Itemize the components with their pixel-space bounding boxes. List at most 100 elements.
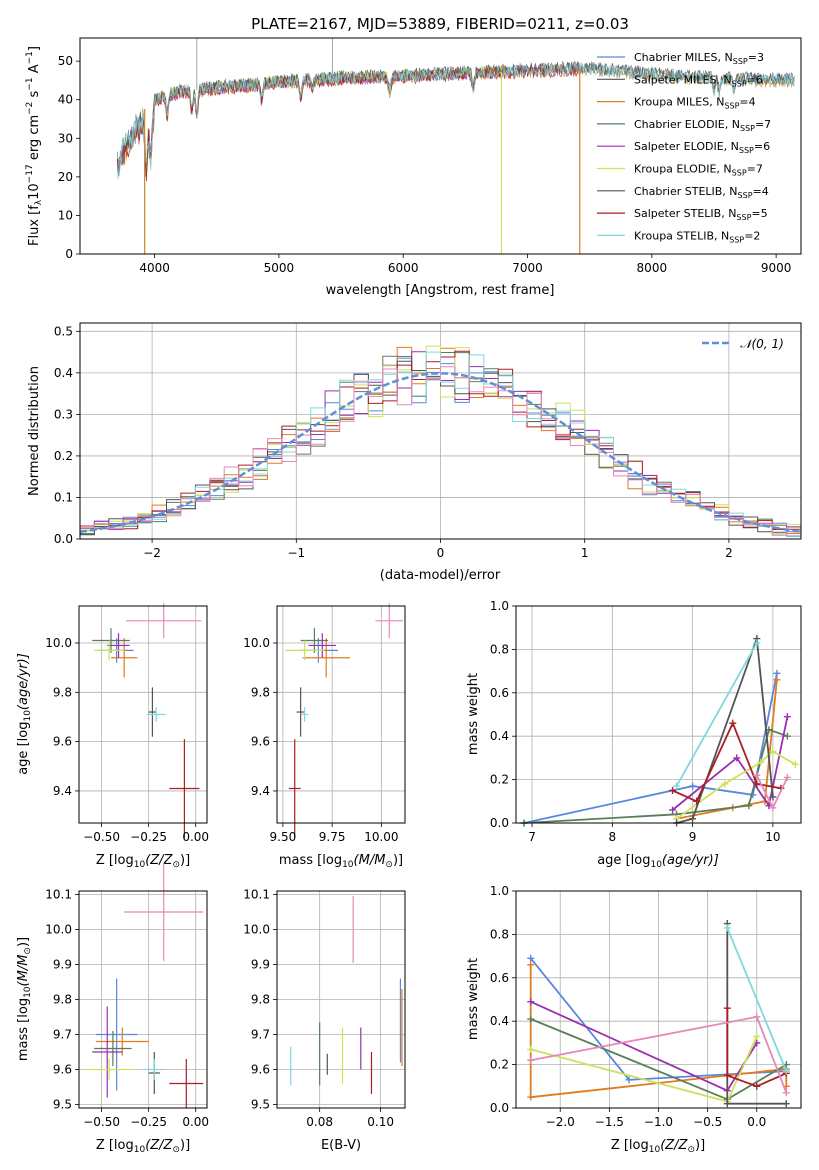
y-tick-label: 9.6: [53, 735, 72, 749]
weight-marker: [723, 1071, 731, 1079]
x-tick-label: 9.75: [319, 830, 346, 844]
x-tick-label: −1: [287, 546, 305, 560]
x-tick-label: 7000: [512, 261, 543, 275]
weight-marker: [527, 1093, 535, 1101]
weight-vs-age-xlabel: age [log10(age/yr)]: [597, 853, 719, 870]
weight-vs-age-axes: [515, 605, 802, 824]
weight-marker: [625, 1076, 633, 1084]
weight-marker: [721, 780, 729, 788]
y-tick-label: 9.8: [251, 685, 270, 699]
x-tick-label: −0.25: [130, 1115, 167, 1129]
x-tick-label: 9000: [761, 261, 792, 275]
x-tick-label: −1.0: [644, 1115, 673, 1129]
y-tick-label: 9.6: [251, 735, 270, 749]
weight-marker: [791, 760, 799, 768]
weight-marker: [783, 713, 791, 721]
weight-series-line: [676, 638, 774, 824]
x-tick-label: 0.0: [747, 1115, 766, 1129]
spectrum-xlabel: wavelength [Angstrom, rest frame]: [326, 283, 555, 298]
x-tick-label: 6000: [388, 261, 419, 275]
mass-vs-z-ylabel: mass [log10(M/M⊙)]: [16, 937, 33, 1061]
y-tick-label: 0.4: [490, 1014, 509, 1028]
y-tick-label: 9.5: [251, 1098, 270, 1112]
x-tick-label: 9: [689, 830, 697, 844]
weight-marker: [783, 773, 791, 781]
y-tick-label: 10: [58, 208, 73, 222]
weight-marker: [783, 732, 791, 740]
x-tick-label: 8000: [637, 261, 668, 275]
y-tick-label: 9.4: [251, 784, 270, 798]
y-tick-label: 9.8: [251, 993, 270, 1007]
legend-label: Salpeter STELIB, NSSP=5: [634, 207, 768, 222]
y-tick-label: 9.4: [53, 784, 72, 798]
residual-xlabel: (data-model)/error: [380, 568, 501, 583]
y-tick-label: 0.2: [490, 1058, 509, 1072]
y-tick-label: 9.9: [251, 958, 270, 972]
weight-marker: [753, 1013, 761, 1021]
x-tick-label: −0.25: [130, 830, 167, 844]
weight-marker: [782, 1100, 790, 1108]
spectrum-series-line: [117, 60, 795, 182]
y-tick-label: 10.0: [45, 923, 72, 937]
legend-label: Salpeter ELODIE, NSSP=6: [634, 140, 770, 155]
weight-marker: [782, 1089, 790, 1097]
weight-marker: [527, 1056, 535, 1064]
x-tick-label: 0.00: [182, 1115, 209, 1129]
y-tick-label: 0.5: [54, 324, 73, 338]
x-tick-label: 0: [437, 546, 445, 560]
y-tick-label: 9.6: [251, 1063, 270, 1077]
y-tick-label: 10.1: [45, 888, 72, 902]
weight-marker: [753, 1082, 761, 1090]
legend-label: Kroupa MILES, NSSP=4: [634, 96, 756, 111]
y-tick-label: 9.8: [53, 993, 72, 1007]
x-tick-label: 10: [765, 830, 780, 844]
weight-marker: [669, 806, 677, 814]
weight-vs-z-panel: −2.0 −1.5 −1.0 −0.5 0.0 0.0 0.2 0.4 0.6 0.8 1.0 Z …: [466, 884, 802, 1155]
spectrum-axes: [79, 37, 802, 255]
weight-marker: [782, 1067, 790, 1075]
weight-marker: [689, 815, 697, 823]
spectrum-panel: PLATE=2167, MJD=53889, FIBERID=0211, z=0…: [25, 15, 802, 298]
age-vs-z-ylabel: age [log10(age/yr)]: [16, 653, 33, 775]
age-vs-mass-axes: [276, 605, 406, 824]
x-tick-label: 1: [581, 546, 589, 560]
x-tick-label: 8: [609, 830, 617, 844]
weight-series-line: [523, 728, 788, 824]
weight-vs-z-ylabel: mass weight: [466, 958, 481, 1040]
y-tick-label: 0.8: [490, 642, 509, 656]
spectrum-ylabel: Flux [fλ10−17 erg cm−2 s−1 A−1]: [25, 46, 44, 246]
x-tick-label: 10.00: [364, 830, 398, 844]
y-tick-label: 0.0: [490, 816, 509, 830]
weight-marker: [753, 780, 761, 788]
residual-legend: 𝒩(0, 1): [702, 337, 784, 351]
y-tick-label: 0.3: [54, 407, 73, 421]
x-tick-label: 0.00: [182, 830, 209, 844]
weight-marker: [753, 771, 761, 779]
x-tick-label: −0.50: [83, 830, 120, 844]
x-tick-label: 0.08: [306, 1115, 333, 1129]
weight-series-line: [530, 1000, 758, 1092]
y-tick-label: 0.1: [54, 490, 73, 504]
weight-marker: [723, 1004, 731, 1012]
weight-marker: [527, 954, 535, 962]
weight-marker: [753, 639, 761, 647]
weight-series-line: [675, 642, 758, 787]
weight-vs-age-panel: 7 8 9 10 0.0 0.2 0.4 0.6 0.8 1.0 age [log10(age/y…: [466, 599, 802, 870]
weight-series-line: [523, 673, 778, 824]
weight-marker: [527, 1015, 535, 1023]
x-tick-label: −2.0: [546, 1115, 575, 1129]
age-vs-mass-xlabel: mass [log10(M/M⊙)]: [279, 853, 403, 870]
x-tick-label: 0.10: [367, 1115, 394, 1129]
legend-label: Chabrier STELIB, NSSP=4: [634, 185, 769, 200]
x-tick-label: 2: [725, 546, 733, 560]
legend-label: Chabrier MILES, NSSP=3: [634, 51, 764, 66]
x-tick-label: −0.5: [693, 1115, 722, 1129]
y-tick-label: 0.2: [490, 773, 509, 787]
y-tick-label: 9.5: [53, 1098, 72, 1112]
weight-marker: [769, 793, 777, 801]
spectrum-legend: Chabrier MILES, NSSP=3 Salpeter MILES, NS…: [597, 51, 771, 244]
weight-marker: [773, 669, 781, 677]
weight-marker: [527, 1045, 535, 1053]
legend-label: Kroupa STELIB, NSSP=2: [634, 229, 760, 244]
legend-label: Chabrier ELODIE, NSSP=7: [634, 118, 771, 133]
